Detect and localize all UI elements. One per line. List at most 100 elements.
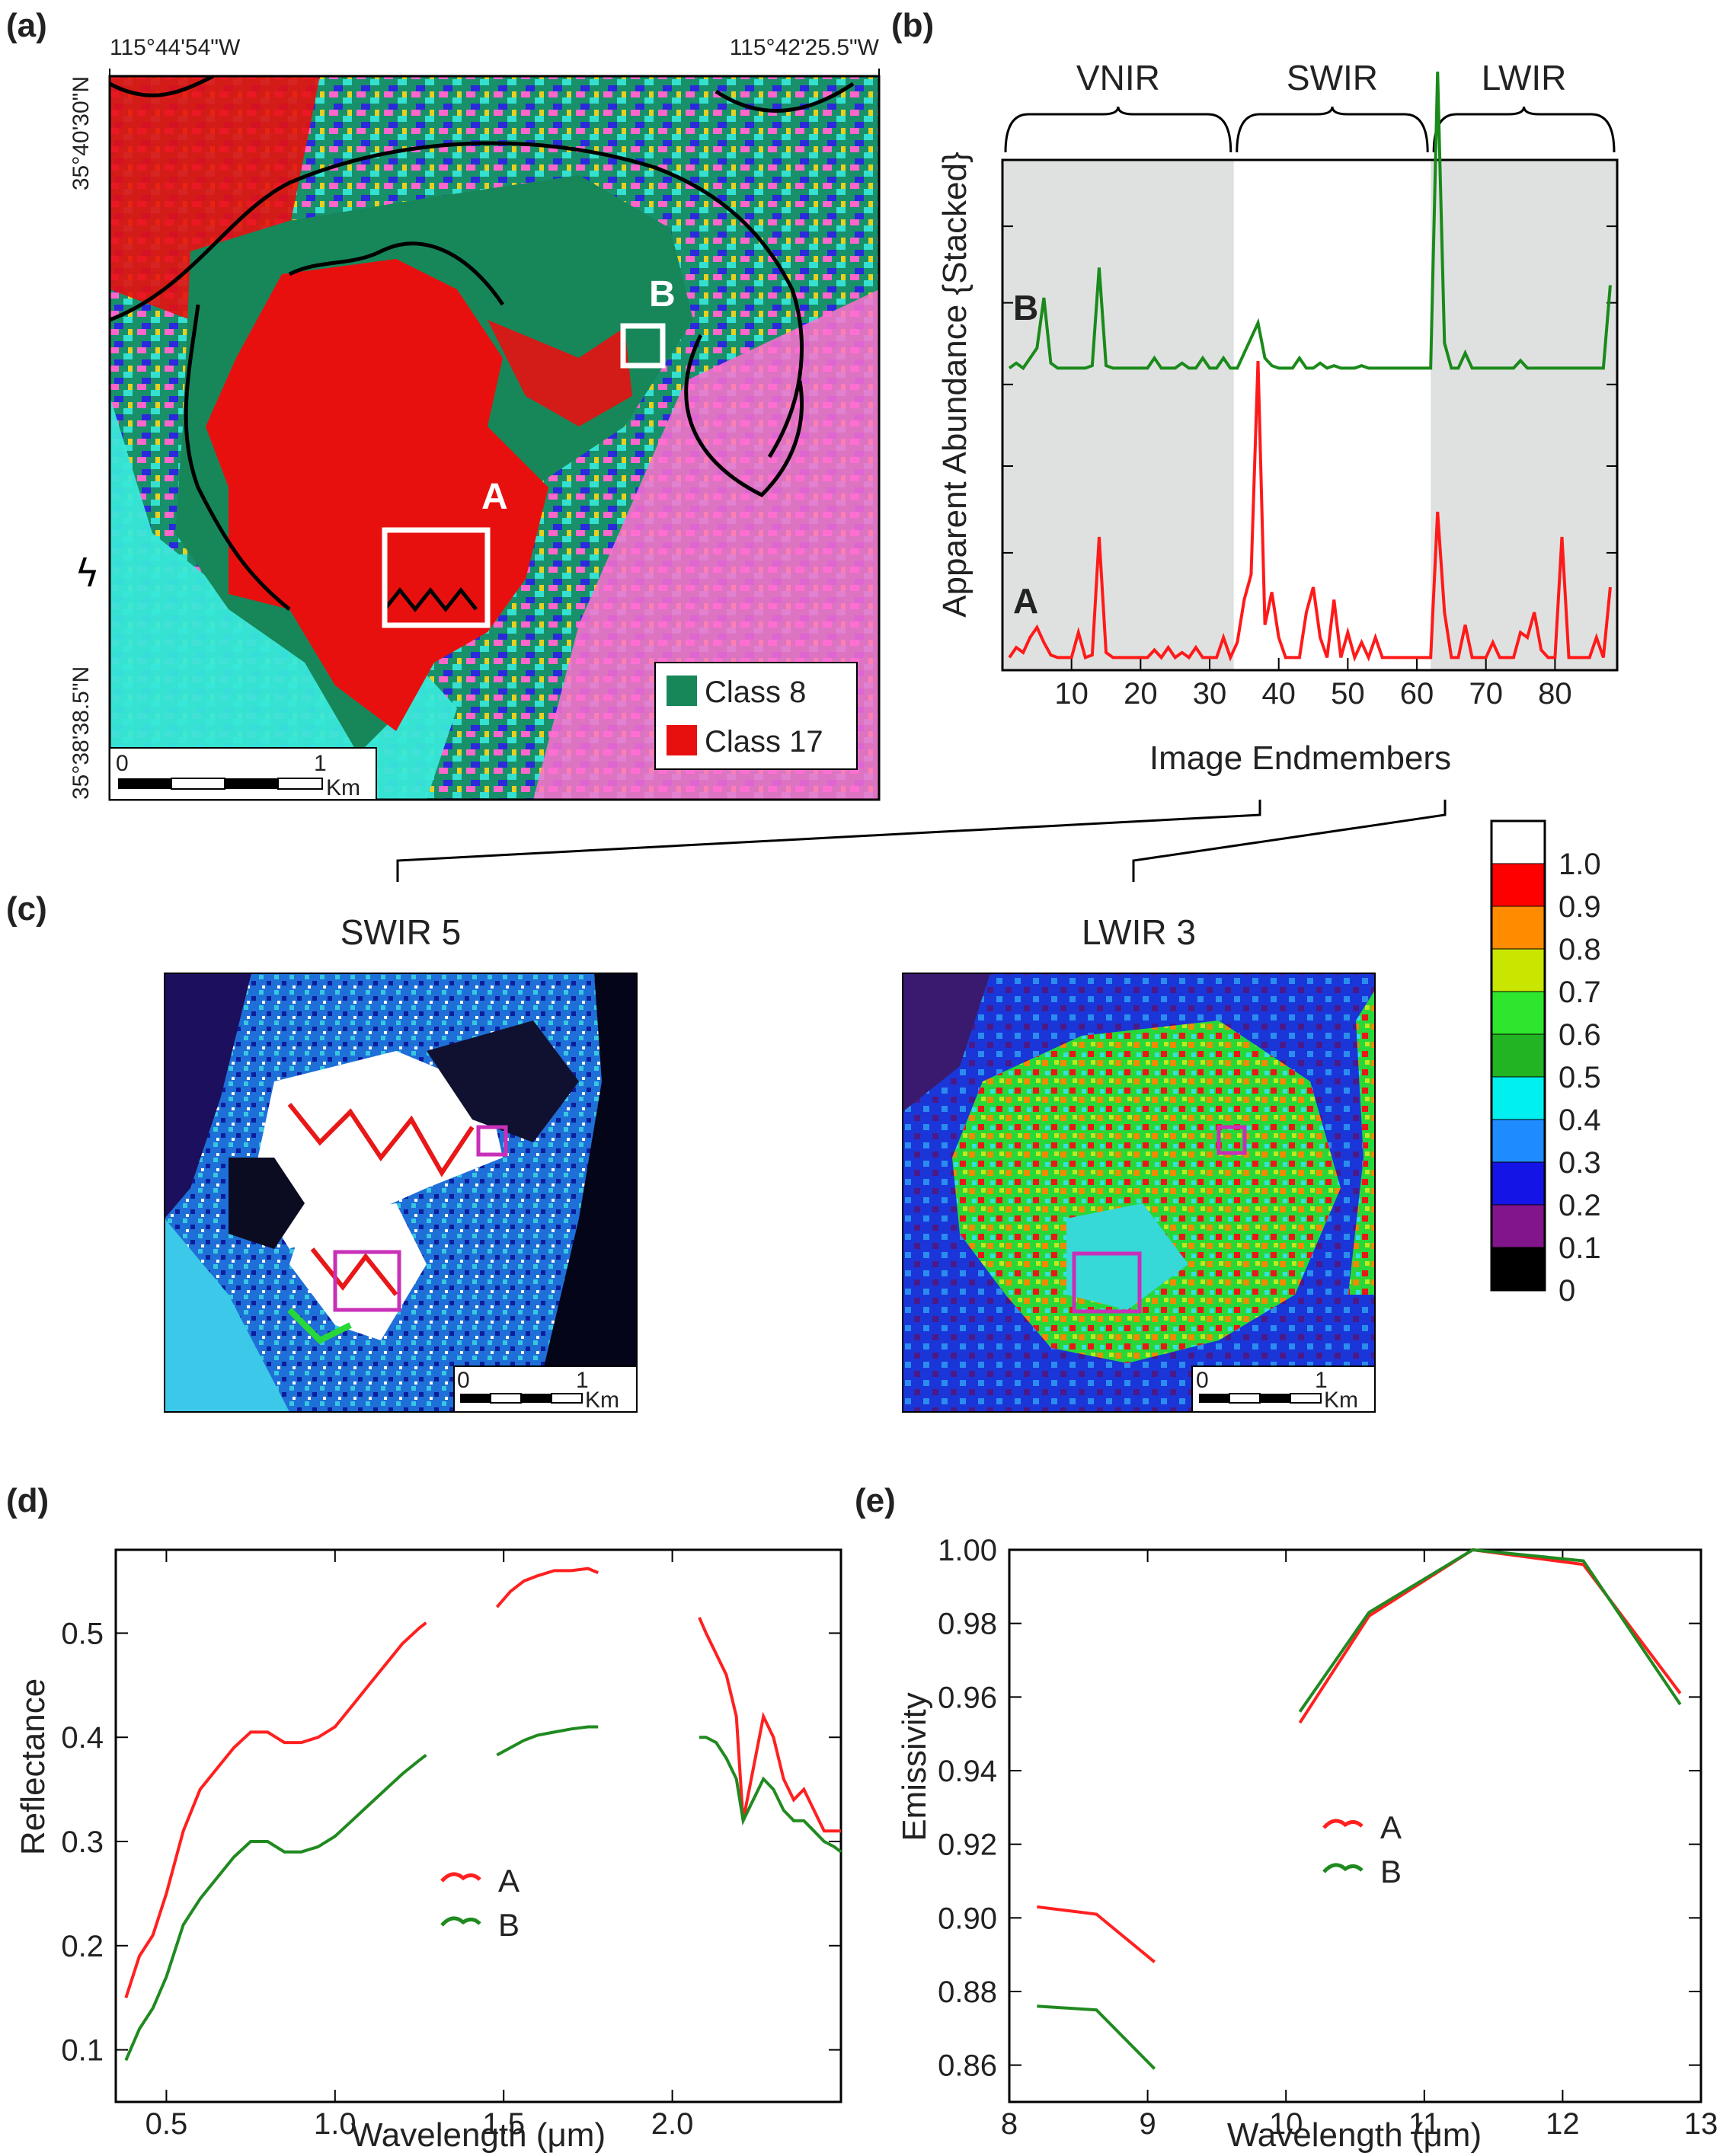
region-swir bbox=[1233, 160, 1431, 670]
region-vnir bbox=[1002, 160, 1234, 670]
chart-e-series-a-seg-0 bbox=[1037, 1905, 1156, 1963]
colorbar-swatch-7 bbox=[1491, 1119, 1546, 1163]
chart-b-xtick-label-30: 30 bbox=[1193, 677, 1227, 711]
classification-map bbox=[110, 76, 879, 800]
region-a-box bbox=[382, 527, 491, 628]
image-title-lwir3: LWIR 3 bbox=[1082, 912, 1196, 952]
chart-e-ytick-label-0.86: 0.86 bbox=[938, 2049, 997, 2083]
colorbar-tick-3: 0.7 bbox=[1559, 976, 1601, 1009]
chart-e-ytick-label-0.96: 0.96 bbox=[938, 1681, 997, 1714]
chart-e-xtick-label-13: 13 bbox=[1684, 2107, 1718, 2141]
chart-e-legend-line-b bbox=[1322, 1863, 1364, 1873]
chart-e-legend-line-a bbox=[1322, 1819, 1364, 1829]
chart-d-ytick-label-0.5: 0.5 bbox=[61, 1617, 104, 1650]
chart-d-reflectance: 0.5 1.0 1.5 2.0 0.1 0.2 0.3 0.4 0.5 AB bbox=[61, 1548, 842, 2141]
chart-d-ytick-label-0.1: 0.1 bbox=[61, 2034, 104, 2068]
chart-e-ytick-label-0.98: 0.98 bbox=[938, 1608, 997, 1641]
chart-e-ytick-label-0.90: 0.90 bbox=[938, 1902, 997, 1935]
chart-d-series-b-seg-1 bbox=[496, 1725, 599, 1757]
chart-b-xtick-label-70: 70 bbox=[1469, 677, 1503, 711]
legend-label-class-8: Class 8 bbox=[705, 676, 806, 709]
band-label-lwir: LWIR bbox=[1482, 58, 1567, 97]
panel-e-label: (e) bbox=[855, 1482, 896, 1519]
chart-b-series-label-b: B bbox=[1013, 288, 1038, 327]
chart-e-xlabel: Wavelength (μm) bbox=[1227, 2116, 1482, 2154]
chart-d-xtick-label-1.5: 1.5 bbox=[482, 2107, 525, 2141]
chart-d-series-b-seg-0 bbox=[124, 1753, 427, 2062]
chart-b-ylabel: Apparent Abundance {Stacked} bbox=[936, 152, 974, 618]
colorbar-swatch-1 bbox=[1491, 863, 1546, 907]
chart-b-xtick-label-80: 80 bbox=[1538, 677, 1572, 711]
scale-bar-c2: 0 1 Km bbox=[1191, 1365, 1376, 1413]
colorbar-tick-5: 0.5 bbox=[1559, 1061, 1601, 1094]
scale-c2-unit: Km bbox=[1324, 1388, 1358, 1413]
chart-d-legend-label-b: B bbox=[498, 1907, 520, 1943]
scale-a-zero: 0 bbox=[116, 751, 129, 776]
chart-d-legend-line-b bbox=[440, 1916, 481, 1927]
panel-a-label: (a) bbox=[6, 7, 47, 44]
chart-b-frame bbox=[1001, 158, 1619, 672]
colorbar-tick-1: 0.9 bbox=[1559, 890, 1601, 924]
chart-e-ytick-label-0.92: 0.92 bbox=[938, 1829, 997, 1862]
chart-b-xtick-label-50: 50 bbox=[1331, 677, 1365, 711]
brace-vnir bbox=[1004, 106, 1232, 153]
chart-d-legend-line-a bbox=[440, 1872, 481, 1883]
lwir-region-b-box bbox=[1216, 1125, 1247, 1155]
chart-d-legend-label-a: A bbox=[498, 1863, 520, 1899]
abundance-colorbar: 1.0 0.9 0.8 0.7 0.6 0.5 0.4 0.3 0.2 0.1 0 bbox=[1490, 819, 1601, 1308]
scale-a-one: 1 bbox=[314, 751, 327, 776]
chart-d-series-a-seg-2 bbox=[698, 1617, 841, 1833]
lwir3-abundance-image bbox=[903, 973, 1375, 1412]
colorbar-tick-2: 0.8 bbox=[1559, 933, 1601, 966]
chart-d-series-b-seg-2 bbox=[699, 1736, 842, 1854]
colorbar-swatch-0 bbox=[1491, 820, 1546, 864]
chart-d-xtick-label-1.0: 1.0 bbox=[314, 2107, 356, 2141]
colorbar-tick-6: 0.4 bbox=[1559, 1104, 1601, 1137]
panel-c-label: (c) bbox=[6, 890, 47, 928]
legend-swatch-class-17 bbox=[667, 725, 697, 755]
colorbar-swatch-9 bbox=[1491, 1204, 1546, 1248]
chart-e-series-b-seg-1 bbox=[1298, 1548, 1682, 1713]
chart-d-series-a-seg-0 bbox=[124, 1621, 427, 1998]
colorbar-swatch-5 bbox=[1491, 1033, 1546, 1078]
chart-d-ylabel: Reflectance bbox=[14, 1678, 52, 1855]
colorbar-tick-9: 0.1 bbox=[1559, 1231, 1601, 1265]
coord-top-right: 115°42'25.5"W bbox=[730, 35, 880, 60]
scale-c1-unit: Km bbox=[585, 1388, 619, 1413]
colorbar-tick-8: 0.2 bbox=[1559, 1189, 1601, 1222]
colorbar-frame bbox=[1490, 819, 1546, 1292]
scale-bar-a: 0 1 Km bbox=[109, 747, 377, 800]
colorbar-tick-4: 0.6 bbox=[1559, 1018, 1601, 1052]
map-label-b: B bbox=[649, 274, 676, 315]
colorbar-swatch-10 bbox=[1491, 1247, 1546, 1291]
coord-left-bottom: 35°38'38.5"N bbox=[69, 666, 94, 800]
band-label-vnir: VNIR bbox=[1076, 58, 1160, 97]
swir-region-a-box bbox=[333, 1250, 401, 1312]
brace-lwir bbox=[1432, 106, 1616, 153]
chart-e-xtick-label-8: 8 bbox=[1001, 2107, 1018, 2141]
chart-e-legend-label-a: A bbox=[1380, 1809, 1402, 1845]
chart-e-frame bbox=[1008, 1548, 1702, 2103]
chart-b-series-b bbox=[1008, 71, 1612, 371]
chart-b-xtick-label-10: 10 bbox=[1054, 677, 1089, 711]
colorbar-tick-7: 0.3 bbox=[1559, 1146, 1601, 1180]
north-arrow-icon: ϟ bbox=[75, 551, 100, 596]
colorbar-swatch-4 bbox=[1491, 991, 1546, 1035]
colorbar-tick-10: 0 bbox=[1559, 1274, 1575, 1308]
region-lwir bbox=[1431, 160, 1617, 670]
chart-d-frame bbox=[114, 1548, 842, 2103]
scale-c1-zero: 0 bbox=[457, 1368, 470, 1393]
chart-d-ytick-label-0.2: 0.2 bbox=[61, 1930, 104, 1963]
band-label-swir: SWIR bbox=[1287, 58, 1378, 97]
chart-b-abundance: VNIR SWIR LWIR 10 20 30 40 50 60 70 80 bbox=[1001, 58, 1619, 711]
map-label-a: A bbox=[481, 477, 508, 517]
chart-d-xtick-label-0.5: 0.5 bbox=[145, 2107, 188, 2141]
chart-d-ytick-label-0.4: 0.4 bbox=[61, 1721, 104, 1755]
chart-d-series-a-seg-1 bbox=[495, 1567, 599, 1608]
chart-b-xtick-label-20: 20 bbox=[1124, 677, 1158, 711]
chart-e-xtick-label-11: 11 bbox=[1408, 2107, 1440, 2141]
chart-b-series-label-a: A bbox=[1013, 581, 1038, 621]
chart-e-legend-label-b: B bbox=[1380, 1854, 1402, 1889]
chart-b-series-a bbox=[1008, 360, 1612, 663]
